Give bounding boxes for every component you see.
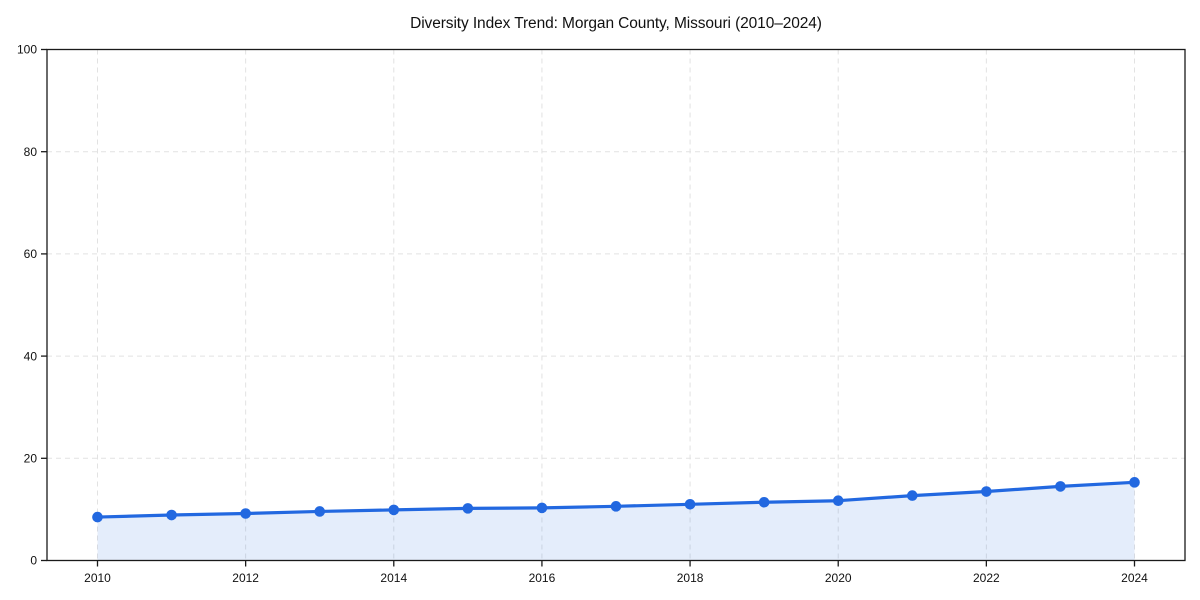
data-point-2017 bbox=[610, 501, 622, 512]
y-tick-label: 40 bbox=[24, 349, 38, 363]
data-point-2024 bbox=[1129, 477, 1140, 488]
y-tick-label: 20 bbox=[24, 452, 38, 466]
data-point-2012 bbox=[240, 508, 251, 519]
data-point-2011 bbox=[166, 509, 177, 521]
y-tick-label: 80 bbox=[24, 145, 38, 159]
data-point-2020 bbox=[832, 495, 844, 507]
x-tick-label: 2012 bbox=[232, 571, 259, 585]
area-fill bbox=[97, 482, 1135, 561]
x-tick-label: 2010 bbox=[84, 571, 111, 585]
y-tick-label: 100 bbox=[17, 43, 37, 57]
y-tick-label: 60 bbox=[24, 247, 38, 261]
data-point-2010 bbox=[92, 511, 103, 523]
plot-border bbox=[46, 48, 1186, 562]
x-tick-label: 2022 bbox=[973, 571, 1000, 585]
x-tick-label: 2014 bbox=[380, 571, 407, 585]
data-point-2019 bbox=[758, 496, 770, 508]
chart-title: Diversity Index Trend: Morgan County, Mi… bbox=[410, 15, 822, 32]
axes-and-ticks bbox=[41, 48, 1186, 567]
y-tick-label: 0 bbox=[30, 554, 37, 568]
data-point-2021 bbox=[906, 490, 918, 501]
data-point-2023 bbox=[1055, 481, 1066, 492]
x-tick-label: 2020 bbox=[825, 571, 852, 585]
x-tick-label: 2018 bbox=[677, 571, 704, 585]
tick-labels: 0 20 40 60 80 100 2010 2012 2014 2016 2018 2020 2022… bbox=[17, 43, 1148, 585]
data-point-2015 bbox=[462, 503, 474, 514]
data-point-2016 bbox=[536, 502, 548, 514]
series-area bbox=[97, 482, 1135, 561]
data-point-2022 bbox=[981, 486, 992, 497]
data-points bbox=[92, 477, 1140, 523]
data-point-2013 bbox=[314, 506, 326, 517]
grid-layer bbox=[47, 49, 1185, 561]
x-tick-label: 2024 bbox=[1121, 571, 1148, 585]
data-point-2018 bbox=[684, 498, 696, 510]
x-tick-label: 2016 bbox=[529, 571, 556, 585]
data-point-2014 bbox=[388, 504, 400, 516]
